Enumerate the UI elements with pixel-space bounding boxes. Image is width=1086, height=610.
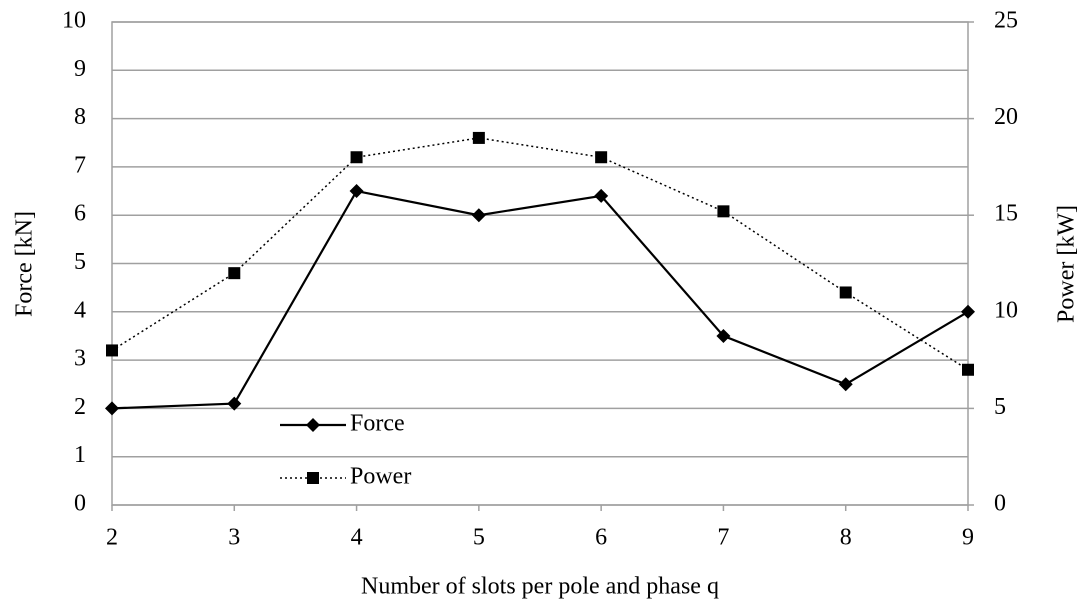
marker	[839, 286, 852, 299]
marker	[838, 377, 853, 392]
y-tick-label: 10	[62, 8, 86, 34]
marker	[717, 205, 730, 218]
x-tick-label: 8	[840, 525, 852, 551]
y-tick-label: 7	[74, 152, 86, 178]
legend-label: Force	[350, 411, 405, 437]
series-line	[111, 137, 969, 371]
legend-marker	[307, 472, 319, 484]
marker	[106, 344, 118, 357]
y-tick-label: 1	[74, 442, 86, 468]
y2-tick-label: 5	[994, 394, 1006, 420]
x-tick-label: 9	[962, 525, 974, 551]
plot-frame	[111, 21, 969, 506]
y-tick-label: 8	[74, 104, 86, 130]
x-tick-label: 3	[228, 525, 240, 551]
y2-tick-label: 10	[994, 297, 1018, 323]
y-tick-label: 5	[74, 249, 86, 275]
y2-tick-label: 15	[994, 201, 1018, 227]
y2-tick-label: 0	[994, 491, 1006, 517]
y2-tick-label: 25	[994, 8, 1018, 34]
marker	[962, 363, 974, 376]
marker	[105, 401, 119, 416]
marker	[594, 188, 609, 203]
y-axis-label: Force [kN]	[12, 211, 38, 317]
x-tick-label: 7	[717, 525, 729, 551]
x-tick-label: 5	[473, 525, 485, 551]
marker	[595, 151, 608, 164]
legend-label: Power	[350, 464, 411, 490]
marker	[227, 396, 242, 411]
marker	[228, 267, 241, 280]
y-tick-label: 9	[74, 56, 86, 82]
marker	[471, 208, 486, 223]
marker	[349, 184, 364, 199]
y-tick-label: 6	[74, 201, 86, 227]
legend-marker	[306, 418, 320, 432]
series-line	[111, 189, 969, 410]
marker	[350, 151, 363, 164]
y2-axis-label: Power [kW]	[1054, 205, 1080, 323]
x-axis-label: Number of slots per pole and phase q	[361, 574, 719, 600]
y-tick-label: 2	[74, 394, 86, 420]
marker	[716, 328, 731, 343]
y-tick-label: 0	[74, 491, 86, 517]
y-tick-label: 4	[74, 297, 86, 323]
marker	[472, 131, 485, 144]
marker	[961, 304, 975, 319]
y-tick-label: 3	[74, 346, 86, 372]
x-tick-label: 2	[106, 525, 118, 551]
x-tick-label: 6	[595, 525, 607, 551]
x-tick-label: 4	[351, 525, 363, 551]
y2-tick-label: 20	[994, 104, 1018, 130]
